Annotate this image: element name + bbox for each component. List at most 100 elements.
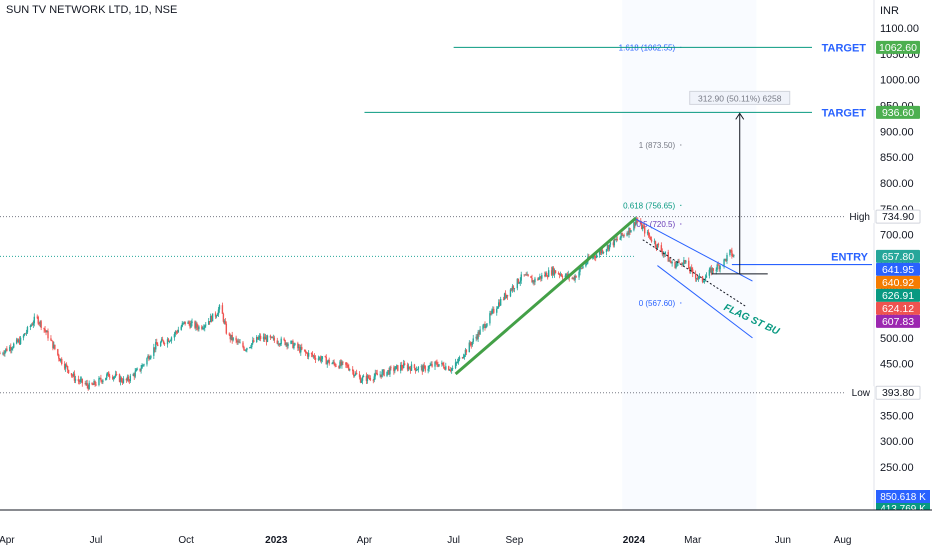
candle-body — [276, 340, 278, 344]
candle-body — [374, 372, 376, 377]
candle-body — [195, 323, 197, 328]
candle-body — [147, 356, 149, 359]
candle-body — [506, 294, 509, 297]
candle-body — [511, 286, 514, 291]
candle-body — [479, 329, 481, 335]
candle-body — [723, 259, 725, 266]
candle-body — [266, 335, 269, 342]
candle-body — [333, 361, 335, 364]
candle-body — [580, 267, 582, 269]
price-tag-box — [876, 301, 920, 315]
candle-body — [478, 331, 480, 335]
candle-body — [647, 231, 650, 236]
candle-body — [595, 254, 598, 258]
time-axis[interactable]: Apr Jul Oct 2023 Apr Jul Sep 2024 Mar Jun Aug — [0, 509, 932, 546]
candle-body — [437, 365, 439, 367]
price-tag-box — [876, 314, 920, 328]
candle-body — [297, 343, 299, 349]
candle-body — [253, 340, 255, 343]
candle-body — [406, 364, 409, 370]
candle-body — [633, 222, 635, 231]
candle-body — [472, 338, 474, 342]
candle-body — [709, 268, 712, 270]
candle-body — [107, 372, 109, 375]
candle-body — [551, 267, 554, 275]
fib-level-label: 1.618 (1062.55) — [619, 43, 676, 52]
candle-body — [334, 363, 336, 366]
candle-body — [649, 236, 652, 240]
candle-body — [112, 377, 115, 379]
candle-body — [30, 324, 33, 326]
candle-body — [114, 374, 117, 377]
candle-body — [449, 370, 452, 371]
candle-body — [133, 374, 135, 377]
candle-body — [239, 342, 241, 344]
candle-body — [271, 336, 274, 338]
candle-body — [163, 343, 166, 345]
candle-body — [598, 250, 601, 255]
candle-body — [142, 364, 144, 366]
price-caption-box — [844, 210, 874, 224]
candle-body — [31, 324, 34, 326]
candle-body — [423, 365, 425, 367]
candle-body — [469, 342, 471, 345]
candle-body — [698, 276, 701, 277]
candle-body — [298, 346, 300, 349]
time-tick-label: Jul — [447, 535, 460, 546]
candle-body — [355, 373, 358, 375]
candle-body — [380, 374, 382, 377]
candle-body — [270, 336, 273, 338]
candle-body — [461, 357, 464, 359]
candle-body — [685, 260, 687, 263]
candle-body — [61, 358, 63, 364]
candle-body — [682, 263, 684, 265]
candle-body — [581, 267, 583, 269]
candle-body — [373, 376, 375, 381]
candle-body — [26, 327, 29, 333]
candle-body — [126, 376, 129, 381]
candle-body — [43, 327, 45, 330]
candle-body — [232, 337, 234, 341]
candle-body — [671, 261, 673, 264]
price-tick-label: 350.00 — [880, 410, 914, 422]
candle-body — [381, 371, 383, 377]
candle-body — [429, 365, 431, 367]
candle-body — [19, 337, 22, 345]
candle-body — [71, 375, 74, 377]
candle-body — [306, 353, 309, 357]
candle-body — [188, 321, 190, 324]
candle-body — [339, 361, 341, 369]
candle-body — [310, 352, 313, 355]
candle-body — [442, 362, 444, 365]
candle-body — [546, 276, 549, 278]
candle-body — [119, 377, 122, 382]
candle-body — [223, 321, 226, 323]
candle-body — [657, 243, 660, 246]
candle-body — [572, 277, 574, 279]
price-tag-label: 607.83 — [882, 316, 914, 328]
candle-body — [170, 337, 173, 341]
candle-body — [534, 278, 536, 283]
candle-body — [153, 347, 155, 356]
candle-body — [464, 349, 467, 356]
candle-body — [301, 347, 303, 350]
candle-body — [712, 268, 714, 271]
candle-body — [77, 379, 80, 382]
candle-body — [420, 366, 423, 368]
candle-body — [307, 352, 310, 357]
candle-body — [393, 367, 395, 372]
price-tick-label: 850.00 — [880, 152, 914, 164]
candle-body — [650, 239, 653, 242]
candle-body — [608, 244, 611, 250]
candle-body — [628, 227, 630, 235]
candle-body — [382, 369, 384, 372]
candle-body — [84, 383, 86, 385]
candle-body — [708, 269, 711, 276]
candle-body — [300, 347, 302, 353]
candle-body — [690, 267, 692, 272]
candle-body — [518, 282, 520, 284]
candle-body — [670, 261, 672, 264]
candle-body — [422, 365, 424, 372]
candle-body — [675, 264, 677, 268]
